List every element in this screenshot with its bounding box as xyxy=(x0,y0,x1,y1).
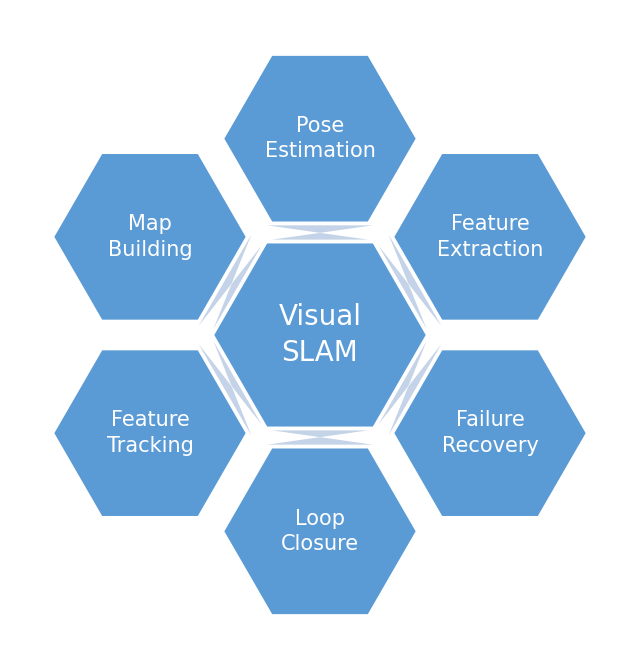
Text: Feature
Tracking: Feature Tracking xyxy=(106,410,193,456)
Polygon shape xyxy=(267,225,373,240)
Text: Failure
Recovery: Failure Recovery xyxy=(442,410,538,456)
Polygon shape xyxy=(379,341,442,436)
Text: Map
Building: Map Building xyxy=(108,214,192,260)
Polygon shape xyxy=(198,234,261,329)
Polygon shape xyxy=(54,154,246,320)
Polygon shape xyxy=(379,234,442,329)
Text: Visual
SLAM: Visual SLAM xyxy=(278,303,362,367)
Polygon shape xyxy=(54,350,246,516)
Polygon shape xyxy=(198,341,261,436)
Text: Feature
Extraction: Feature Extraction xyxy=(437,214,543,260)
Text: Loop
Closure: Loop Closure xyxy=(281,509,359,554)
Text: Pose
Estimation: Pose Estimation xyxy=(264,116,376,161)
Polygon shape xyxy=(394,154,586,320)
Polygon shape xyxy=(214,243,426,427)
Polygon shape xyxy=(394,350,586,516)
Polygon shape xyxy=(267,430,373,445)
Polygon shape xyxy=(225,56,415,222)
Polygon shape xyxy=(225,448,415,614)
